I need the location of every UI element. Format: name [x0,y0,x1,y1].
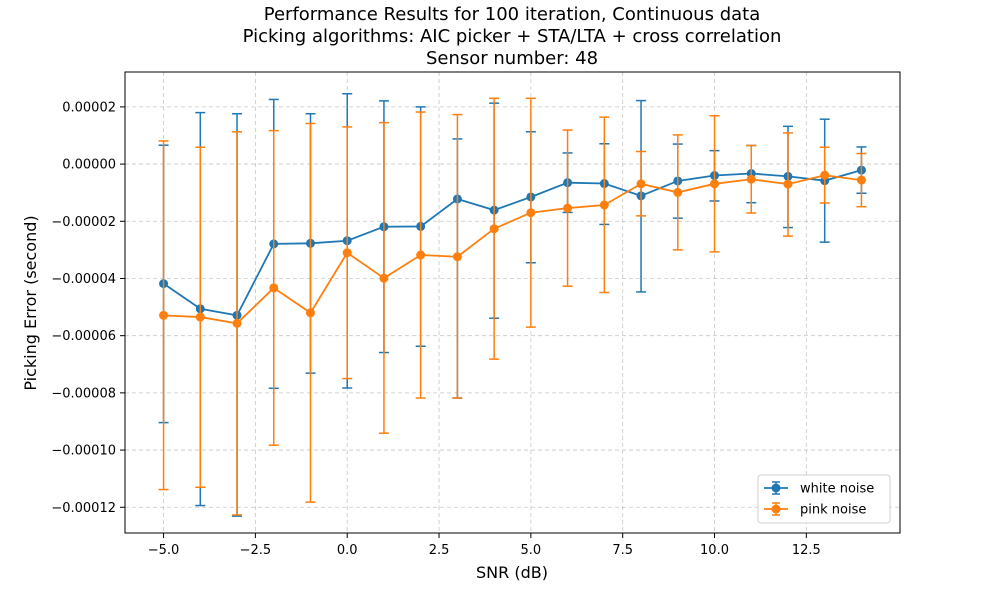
y-tick-label: −0.00006 [51,329,116,344]
pink-noise-data-point [563,203,573,213]
x-tick-label: 2.5 [429,543,450,558]
legend-white-noise-marker [771,483,781,493]
pink-noise-data-point [820,170,830,180]
plot-area: −5.0 −2.5 0.0 2.5 5.0 7.5 10.0 12.5 0.00002 0.000… [51,71,901,558]
x-tick-label: −2.5 [240,543,272,558]
pink-noise-data-point [599,200,609,210]
pink-noise-data-point [269,283,279,293]
x-tick-label: 0.0 [337,543,358,558]
pink-noise-data-point [856,175,866,185]
pink-noise-data-point [232,318,242,328]
pink-noise-data-point [746,174,756,184]
pink-noise-data-point [710,179,720,189]
chart-title-line-3: Sensor number: 48 [426,48,598,69]
x-tick-label: 5.0 [521,543,542,558]
pink-noise-data-point [636,179,646,189]
pink-noise-series-line [163,174,862,325]
plot-frame [124,71,901,534]
legend-box [757,474,891,524]
pink-noise-data-point [342,248,352,258]
x-axis-label: SNR (dB) [476,563,548,582]
x-tick-label: −5.0 [148,543,180,558]
y-axis-label: Picking Error (second) [21,215,40,390]
legend-pink-noise-marker [771,504,781,514]
pink-noise-data-point [195,312,205,322]
pink-noise-data-point [379,273,389,283]
pink-noise-data-point [305,308,315,318]
x-tick-label: 10.0 [700,543,729,558]
chart-title-line-1: Performance Results for 100 iteration, C… [264,4,760,25]
pink-noise-data-point [416,250,426,260]
pink-noise-data-point [159,310,169,320]
pink-noise-data-point [489,224,499,234]
chart-title-line-2: Picking algorithms: AIC picker + STA/LTA… [243,26,782,47]
y-tick-label: −0.00012 [51,501,116,516]
legend-white-noise-label: white noise [800,482,874,497]
y-tick-label: 0.00000 [62,158,116,173]
y-tick-label: −0.00010 [51,444,116,459]
y-tick-label: −0.00002 [51,215,116,230]
x-tick-label: 7.5 [612,543,633,558]
white-noise-series-line [163,169,862,317]
y-tick-label: 0.00002 [62,100,116,115]
pink-noise-data-point [526,208,536,218]
legend-pink-noise-label: pink noise [800,503,866,518]
y-tick-label: −0.00004 [51,272,116,287]
pink-noise-data-point [783,179,793,189]
pink-noise-data-point [452,252,462,262]
x-tick-label: 12.5 [792,543,821,558]
y-tick-label: −0.00008 [51,386,116,401]
pink-noise-data-point [673,187,683,197]
